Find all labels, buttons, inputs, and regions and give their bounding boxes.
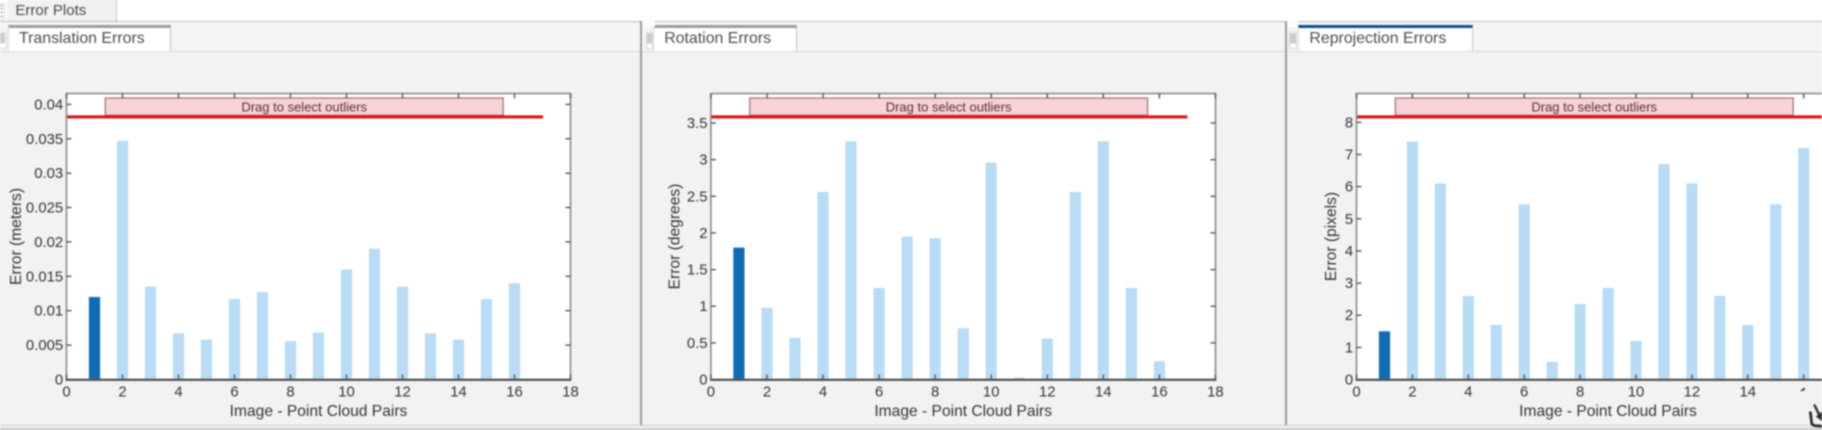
svg-text:8: 8 [931, 385, 939, 401]
svg-text:2: 2 [1408, 385, 1416, 401]
svg-text:2: 2 [699, 226, 707, 242]
svg-text:Image - Point Cloud Pairs: Image - Point Cloud Pairs [230, 403, 408, 420]
svg-text:4: 4 [819, 385, 827, 401]
svg-text:Error (pixels): Error (pixels) [1323, 192, 1340, 281]
svg-text:14: 14 [1095, 385, 1112, 401]
svg-text:10: 10 [1628, 385, 1645, 401]
svg-text:2: 2 [1345, 308, 1353, 324]
svg-text:0: 0 [1352, 385, 1360, 401]
svg-text:0.035: 0.035 [26, 132, 63, 148]
svg-text:14: 14 [450, 385, 467, 401]
svg-text:6: 6 [1345, 180, 1353, 196]
svg-text:14: 14 [1740, 385, 1757, 401]
svg-text:0: 0 [1345, 373, 1353, 389]
svg-text:1: 1 [1345, 340, 1353, 356]
svg-text:6: 6 [875, 385, 883, 401]
svg-text:Image - Point Cloud Pairs: Image - Point Cloud Pairs [874, 403, 1052, 420]
svg-text:16: 16 [1151, 385, 1168, 401]
svg-text:2: 2 [763, 385, 771, 401]
svg-text:7: 7 [1345, 148, 1353, 164]
svg-text:Drag to select outliers: Drag to select outliers [886, 100, 1012, 115]
svg-text:12: 12 [1684, 385, 1701, 401]
svg-text:10: 10 [338, 385, 355, 401]
svg-text:12: 12 [1039, 385, 1056, 401]
svg-text:6: 6 [1520, 385, 1528, 401]
svg-text:0.025: 0.025 [26, 201, 63, 217]
svg-text:10: 10 [983, 385, 1000, 401]
svg-text:Image - Point Cloud Pairs: Image - Point Cloud Pairs [1519, 403, 1697, 420]
svg-text:0: 0 [55, 373, 63, 389]
svg-text:12: 12 [394, 385, 411, 401]
svg-text:2.5: 2.5 [687, 189, 708, 205]
svg-text:0: 0 [62, 385, 70, 401]
svg-text:0.005: 0.005 [26, 338, 63, 354]
svg-text:4: 4 [1464, 385, 1472, 401]
svg-text:1.5: 1.5 [687, 263, 708, 279]
svg-text:5: 5 [1345, 212, 1353, 228]
svg-text:0.015: 0.015 [26, 269, 63, 285]
svg-text:16: 16 [506, 385, 523, 401]
svg-text:2: 2 [118, 385, 126, 401]
svg-text:0: 0 [707, 385, 715, 401]
svg-text:Drag to select outliers: Drag to select outliers [241, 100, 367, 115]
svg-text:4: 4 [1345, 244, 1353, 260]
svg-text:Error (degrees): Error (degrees) [667, 184, 684, 290]
svg-text:Error (meters): Error (meters) [8, 188, 25, 285]
svg-text:3: 3 [699, 153, 707, 169]
svg-text:0.03: 0.03 [34, 166, 63, 182]
svg-text:3.5: 3.5 [687, 116, 708, 132]
svg-text:1: 1 [699, 299, 707, 315]
svg-text:0.04: 0.04 [34, 97, 63, 113]
svg-text:18: 18 [562, 385, 579, 401]
svg-text:6: 6 [230, 385, 238, 401]
svg-text:8: 8 [286, 385, 294, 401]
svg-text:8: 8 [1345, 115, 1353, 131]
svg-text:8: 8 [1576, 385, 1584, 401]
svg-text:0.01: 0.01 [34, 304, 63, 320]
svg-text:3: 3 [1345, 276, 1353, 292]
svg-text:0.5: 0.5 [687, 336, 708, 352]
svg-text:0.02: 0.02 [34, 235, 63, 251]
svg-text:0: 0 [699, 373, 707, 389]
svg-text:18: 18 [1207, 385, 1224, 401]
svg-text:4: 4 [174, 385, 182, 401]
svg-text:Drag to select outliers: Drag to select outliers [1531, 100, 1657, 115]
